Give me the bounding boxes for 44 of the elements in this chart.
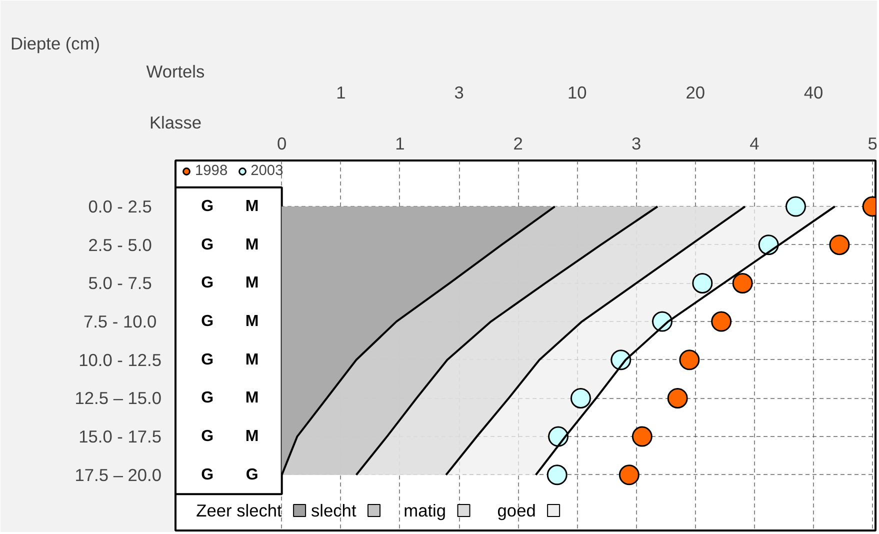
data-label: M	[245, 390, 259, 407]
y-tick-label: 10.0 - 12.5	[78, 350, 162, 370]
data-label: M	[245, 351, 259, 368]
y-axis-title: Diepte (cm)	[10, 34, 100, 54]
text: 1	[336, 82, 346, 102]
x-tick-label: 5	[868, 134, 878, 154]
data-label: G	[201, 236, 214, 254]
data-label: M	[245, 198, 259, 216]
data-label: G	[201, 466, 214, 484]
data-label: M	[245, 428, 259, 446]
legend-label: matig	[404, 500, 446, 520]
data-label: M	[245, 274, 259, 292]
data-label: G	[201, 390, 214, 407]
x-tick-label: 4	[750, 134, 760, 154]
x-tick-label: 0	[277, 134, 287, 154]
data-label: G	[201, 351, 214, 368]
data-label: G	[246, 466, 258, 484]
x-tick-label: 2	[513, 134, 523, 154]
y-tick-label: 17.5 – 20.0	[74, 464, 162, 485]
x-axis-title: Klasse	[149, 112, 202, 132]
y-tick-label: 0.0 - 2.5	[88, 196, 152, 217]
x-tick-label: 1	[395, 134, 405, 154]
y-tick-label: 12.5 – 15.0	[74, 388, 162, 408]
text: 3	[454, 82, 464, 102]
legend-label: 1998	[195, 163, 228, 179]
data-label: G	[201, 313, 214, 330]
x2-axis-title: Wortels	[146, 62, 206, 82]
text: 20	[686, 82, 705, 102]
data-label: G	[201, 428, 214, 446]
data-label: G	[201, 274, 214, 292]
legend-label: 2003	[250, 163, 284, 179]
text: 10	[568, 82, 587, 102]
text: 40	[804, 82, 824, 102]
y-tick-label: 5.0 - 7.5	[88, 273, 152, 294]
y-tick-label: 7.5 - 10.0	[83, 312, 157, 332]
legend-label: slecht	[310, 500, 356, 520]
series-label: Zeer slecht	[196, 500, 282, 520]
data-label: G	[201, 198, 214, 216]
y-tick-label: 15.0 - 17.5	[78, 426, 162, 447]
data-label: M	[245, 236, 259, 254]
x-tick-label: 3	[631, 134, 642, 154]
legend-label: goed	[497, 500, 536, 520]
data-label: M	[245, 313, 259, 330]
y-tick-label: 2.5 - 5.0	[88, 234, 152, 255]
